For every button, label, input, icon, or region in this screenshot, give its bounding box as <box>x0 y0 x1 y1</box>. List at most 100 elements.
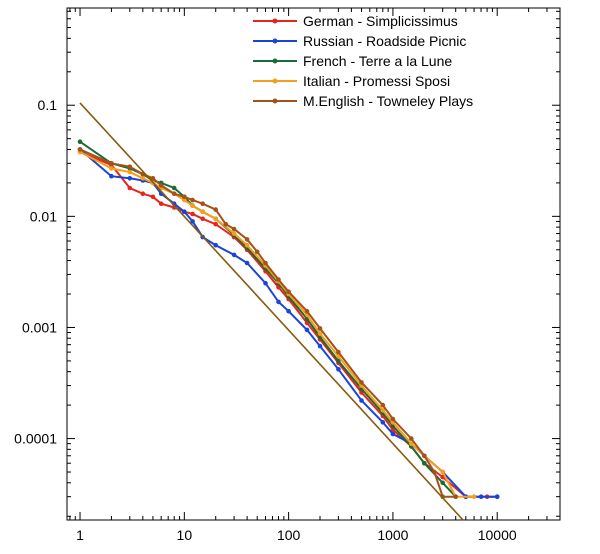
data-point <box>432 469 437 475</box>
data-point <box>276 277 281 282</box>
legend-swatch-marker <box>272 78 278 84</box>
data-point <box>182 194 187 200</box>
data-point <box>422 460 427 466</box>
series-4 <box>77 147 459 500</box>
x-tick-label: 100 <box>277 527 301 543</box>
data-point <box>244 237 250 242</box>
fit-line <box>79 102 464 521</box>
data-point <box>182 209 187 214</box>
data-point <box>317 343 323 349</box>
data-point <box>478 494 484 500</box>
data-point <box>336 349 341 355</box>
legend-swatch-marker <box>272 98 278 104</box>
data-point <box>494 494 500 500</box>
legend-label: German - Simplicissimus <box>303 13 458 29</box>
data-point <box>380 420 386 425</box>
data-point <box>127 176 133 181</box>
data-point <box>231 231 237 236</box>
legend-item: Italian - Promessi Sposi <box>253 73 450 89</box>
data-point <box>213 207 218 212</box>
data-point <box>359 398 364 403</box>
data-point <box>304 308 310 314</box>
series-line <box>79 148 456 498</box>
legend-label: Russian - Roadside Picnic <box>303 33 466 49</box>
data-point <box>171 191 177 196</box>
legend-swatch-marker <box>272 58 278 64</box>
y-tick-label: 0.01 <box>30 208 57 224</box>
y-tick-label: 0.0001 <box>14 431 57 447</box>
data-point <box>190 219 195 224</box>
data-point <box>190 203 195 208</box>
legend-item: German - Simplicissimus <box>253 13 458 29</box>
data-point <box>231 226 237 232</box>
series-line <box>79 150 498 498</box>
legend-swatch-marker <box>272 18 278 24</box>
series-2 <box>77 139 459 500</box>
data-point <box>150 194 156 200</box>
axis-ticks: 1 10 100 1000 10000 0.1 0.01 0.001 0.0001 <box>14 8 561 543</box>
data-point <box>422 453 427 459</box>
data-point <box>336 367 341 372</box>
data-point <box>127 169 133 175</box>
data-point <box>317 331 323 336</box>
data-point <box>109 161 114 166</box>
legend-swatch-marker <box>272 38 278 44</box>
data-point <box>453 494 459 500</box>
legend: German - Simplicissimus Russian - Roadsid… <box>253 13 473 109</box>
data-point <box>200 209 205 214</box>
legend-label: Italian - Promessi Sposi <box>303 73 450 89</box>
legend-item: M.English - Towneley Plays <box>253 93 473 109</box>
legend-item: French - Terre a la Lune <box>253 53 452 69</box>
data-point <box>336 358 341 364</box>
data-point <box>140 176 146 181</box>
plot-border <box>66 7 561 521</box>
data-point <box>440 469 446 475</box>
data-point <box>304 327 310 333</box>
data-point <box>317 326 323 331</box>
data-point <box>390 416 396 422</box>
data-point <box>109 166 114 171</box>
data-point <box>158 201 164 206</box>
series-layer <box>77 102 500 521</box>
plot-frame <box>66 7 561 521</box>
data-point <box>244 260 250 266</box>
data-point <box>200 201 205 206</box>
legend-item: Russian - Roadside Picnic <box>253 33 466 49</box>
data-point <box>471 494 477 500</box>
series-0 <box>77 149 500 500</box>
data-point <box>200 216 205 222</box>
data-point <box>231 252 237 258</box>
series-1 <box>77 147 500 500</box>
data-point <box>286 308 291 314</box>
data-point <box>263 280 268 286</box>
series-line <box>79 148 498 498</box>
data-point <box>213 242 218 248</box>
data-point <box>286 289 291 295</box>
data-point <box>409 436 414 441</box>
data-point <box>276 299 281 305</box>
legend-label: M.English - Towneley Plays <box>303 93 473 109</box>
data-point <box>359 380 364 385</box>
data-point <box>109 173 114 179</box>
data-point <box>77 139 83 144</box>
data-point <box>190 211 195 217</box>
data-point <box>380 402 386 408</box>
x-tick-label: 10000 <box>478 527 517 543</box>
legend-label: French - Terre a la Lune <box>303 53 452 69</box>
x-tick-label: 1000 <box>377 527 408 543</box>
data-point <box>263 260 268 266</box>
data-point <box>171 185 177 191</box>
series-line <box>79 140 457 498</box>
x-tick-label: 10 <box>177 527 193 543</box>
data-point <box>254 249 260 255</box>
y-tick-label: 0.001 <box>22 319 57 335</box>
data-point <box>213 216 218 222</box>
data-point <box>213 221 218 227</box>
data-point <box>244 242 250 248</box>
data-point <box>127 164 133 169</box>
data-point <box>380 407 386 413</box>
data-point <box>140 191 146 196</box>
x-tick-label: 1 <box>76 527 84 543</box>
data-point <box>440 480 446 486</box>
